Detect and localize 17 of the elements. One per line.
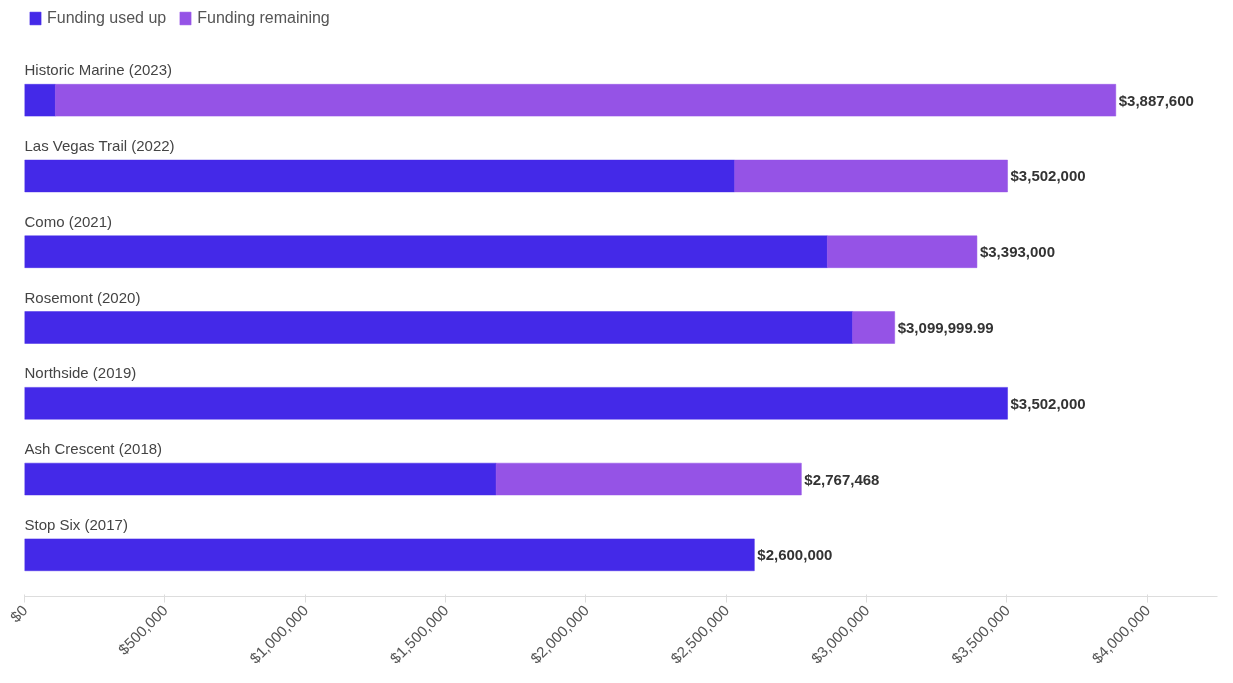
total-label: $3,502,000 bbox=[1010, 394, 1086, 412]
total-label: $3,502,000 bbox=[1010, 167, 1086, 185]
total-label: $2,767,468 bbox=[804, 470, 880, 488]
total-label: $3,393,000 bbox=[979, 243, 1056, 261]
legend-label: Funding remaining bbox=[197, 9, 330, 27]
y-tick-label: Como (2021) bbox=[24, 212, 113, 230]
y-tick-label: Historic Marine (2023) bbox=[24, 61, 173, 79]
total-label: $2,600,000 bbox=[757, 546, 833, 564]
y-tick-label: Las Vegas Trail (2022) bbox=[24, 137, 175, 155]
total-label: $3,887,600 bbox=[1118, 91, 1194, 109]
total-label: $3,099,999.99 bbox=[897, 319, 994, 337]
x-tick-label: $0 bbox=[6, 601, 31, 626]
y-tick-label: Northside (2019) bbox=[24, 364, 137, 382]
y-tick-label: Stop Six (2017) bbox=[24, 515, 128, 533]
y-tick-label: Rosemont (2020) bbox=[24, 288, 141, 306]
legend-label: Funding used up bbox=[47, 9, 167, 27]
y-tick-label: Ash Crescent (2018) bbox=[24, 440, 163, 458]
